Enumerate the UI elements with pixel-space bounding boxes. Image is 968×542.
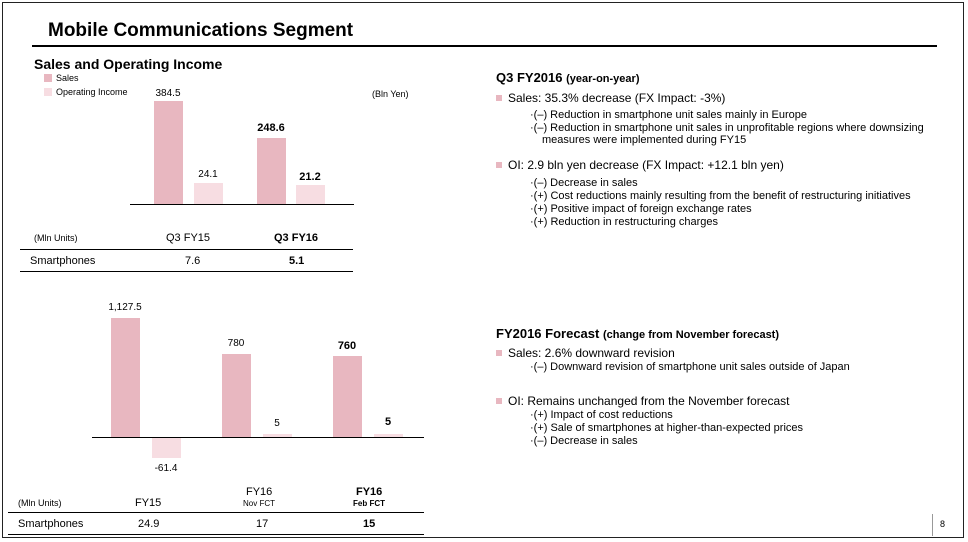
chart1-bar-sales-q3fy16	[257, 138, 286, 204]
q3-sales-item-2: ·(–) Reduction in smartphone unit sales …	[530, 122, 924, 134]
table2-col-fy15: FY15	[135, 497, 162, 509]
chart2-bar-oi-fy16-feb	[374, 434, 403, 437]
legend-label-sales: Sales	[56, 73, 79, 83]
table1-rule-bottom	[20, 271, 353, 272]
q3-oi-item-4: ·(+) Reduction in restructuring charges	[530, 216, 718, 228]
fy-heading-main: FY2016 Forecast	[496, 326, 600, 341]
table2-value-fy16-nov: 17	[256, 518, 269, 530]
legend-label-oi: Operating Income	[56, 87, 128, 97]
table2-rule-top	[8, 512, 424, 513]
q3-sales-item-1: ·(–) Reduction in smartphone unit sales …	[530, 109, 807, 121]
table2-col-fy16-nov-sub: Nov FCT	[243, 499, 275, 508]
fy-heading-sub: (change from November forecast)	[602, 329, 780, 341]
q3-oi-item-2: ·(+) Cost reductions mainly resulting fr…	[530, 190, 911, 202]
chart2-label-sales-fy16-feb: 760	[337, 340, 357, 352]
bullet-square	[496, 350, 502, 356]
table2-col-fy16-feb: FY16	[356, 486, 383, 498]
table1-value-q3fy16: 5.1	[289, 255, 305, 267]
page-title: Mobile Communications Segment	[48, 20, 354, 41]
bullet-square	[496, 398, 502, 404]
page-number-divider	[932, 514, 933, 536]
fy-oi-item-1: ·(+) Impact of cost reductions	[530, 409, 673, 421]
chart2-bar-sales-fy15	[111, 318, 140, 437]
q3-oi-bullet: OI: 2.9 bln yen decrease (FX Impact: +12…	[496, 158, 784, 172]
legend-sales: Sales	[44, 73, 79, 83]
table1-col-q3fy16: Q3 FY16	[274, 232, 319, 244]
chart2-label-oi-fy16-nov: 5	[274, 418, 280, 429]
title-divider	[32, 45, 937, 47]
chart1-label-oi-q3fy15: 24.1	[198, 169, 218, 180]
table2-value-fy16-feb: 15	[363, 518, 376, 530]
chart2-bar-sales-fy16-feb	[333, 356, 362, 437]
fy-heading: FY2016 Forecast (change from November fo…	[496, 326, 779, 341]
chart1-bar-oi-q3fy15	[194, 183, 223, 204]
table2-col-fy16-feb-sub: Feb FCT	[353, 499, 385, 508]
q3-oi-item-1: ·(–) Decrease in sales	[530, 177, 638, 189]
table1-value-q3fy15: 7.6	[185, 255, 201, 267]
table1-unit: (Mln Units)	[34, 233, 78, 243]
table1-row-label: Smartphones	[30, 255, 96, 267]
chart2-label-oi-fy16-feb: 5	[384, 416, 392, 428]
q3-sales-item-2-cont: measures were implemented during FY15	[542, 134, 747, 146]
chart2-bar-oi-fy16-nov	[263, 434, 292, 437]
fy-oi-bullet: OI: Remains unchanged from the November …	[496, 394, 789, 408]
chart1-bar-oi-q3fy16	[296, 185, 325, 204]
table2-value-fy15: 24.9	[138, 518, 160, 530]
fy-oi-item-3: ·(–) Decrease in sales	[530, 435, 638, 447]
q3-heading: Q3 FY2016 (year-on-year)	[496, 70, 639, 85]
chart1-label-sales-q3fy15: 384.5	[155, 88, 181, 99]
chart2-bar-oi-fy15	[152, 438, 181, 458]
chart1-bar-sales-q3fy15	[154, 101, 183, 204]
section-title: Sales and Operating Income	[34, 56, 223, 72]
fy-oi-item-2: ·(+) Sale of smartphones at higher-than-…	[530, 422, 804, 434]
q3-sales-bullet: Sales: 35.3% decrease (FX Impact: -3%)	[496, 91, 725, 105]
chart1-label-oi-q3fy16: 21.2	[299, 171, 321, 183]
bullet-square	[496, 95, 502, 101]
chart2-label-oi-fy15: -61.4	[154, 463, 178, 474]
fy-sales-text: Sales: 2.6% downward revision	[508, 346, 675, 360]
fy-sales-item-1: ·(–) Downward revision of smartphone uni…	[530, 361, 850, 373]
legend-oi: Operating Income	[44, 87, 128, 97]
chart1-axis	[130, 204, 354, 205]
fy-sales-bullet: Sales: 2.6% downward revision	[496, 346, 675, 360]
page-number: 8	[940, 519, 946, 529]
bullet-square	[496, 162, 502, 168]
chart2-label-sales-fy15: 1,127.5	[108, 302, 142, 313]
q3-oi-text: OI: 2.9 bln yen decrease (FX Impact: +12…	[508, 158, 784, 172]
chart2-axis	[92, 437, 424, 438]
chart2-bar-sales-fy16-nov	[222, 354, 251, 437]
table2-row-label: Smartphones	[18, 518, 84, 530]
q3-oi-item-3: ·(+) Positive impact of foreign exchange…	[530, 203, 752, 215]
fy-oi-text: OI: Remains unchanged from the November …	[508, 394, 790, 408]
table2-col-fy16-nov: FY16	[246, 486, 273, 498]
q3-sales-text: Sales: 35.3% decrease (FX Impact: -3%)	[508, 91, 726, 105]
table1-col-q3fy15: Q3 FY15	[166, 232, 211, 244]
chart2-label-sales-fy16-nov: 780	[227, 338, 245, 349]
q3-heading-sub: (year-on-year)	[566, 73, 640, 85]
legend-swatch-oi	[44, 88, 52, 96]
chart-unit: (Bln Yen)	[372, 89, 409, 99]
table2-rule-bottom	[8, 534, 424, 535]
table2-unit: (Mln Units)	[18, 498, 62, 508]
chart1-label-sales-q3fy16: 248.6	[257, 122, 285, 134]
table1-rule-top	[20, 249, 353, 250]
legend-swatch-sales	[44, 74, 52, 82]
q3-heading-main: Q3 FY2016	[496, 70, 563, 85]
